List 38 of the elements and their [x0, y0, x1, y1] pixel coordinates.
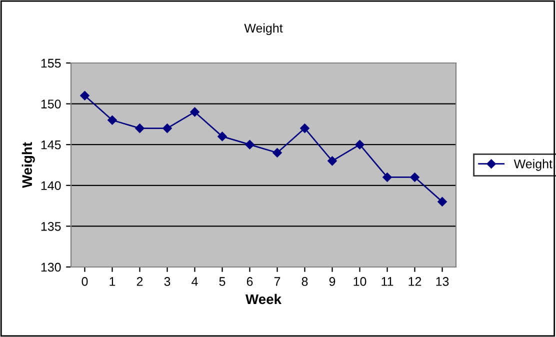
x-tick-label: 13 — [436, 277, 449, 286]
x-tick-label: 4 — [192, 277, 198, 286]
x-tick-label: 1 — [110, 277, 116, 286]
point — [410, 172, 420, 182]
x-tick-label: 12 — [408, 277, 422, 286]
legend-label: Weight — [514, 159, 552, 171]
point — [355, 140, 364, 150]
y-tick-label: 155 — [41, 58, 61, 68]
point — [438, 197, 447, 206]
chart-title: Weight — [244, 23, 283, 36]
point — [162, 124, 172, 133]
y-axis-title: Weight — [22, 142, 35, 188]
point — [108, 115, 117, 125]
y-tick-label: 150 — [41, 100, 61, 108]
x-tick-label: 2 — [136, 277, 143, 286]
x-tick-label: 7 — [274, 277, 280, 286]
x-tick-label: 3 — [164, 277, 170, 286]
x-tick-label: 6 — [246, 277, 253, 286]
y-tick-label: 145 — [41, 140, 61, 150]
point — [328, 156, 337, 166]
x-tick-label: 5 — [219, 277, 226, 286]
x-tick-label: 9 — [329, 277, 336, 286]
point — [382, 172, 392, 182]
point — [300, 124, 310, 133]
x-tick-label: 10 — [354, 277, 366, 286]
x-tick-label: 0 — [82, 277, 88, 286]
y-tick-label: 135 — [41, 222, 61, 231]
x-tick-label: 11 — [382, 277, 394, 286]
y-tick-label: 140 — [41, 181, 61, 190]
point — [218, 132, 227, 142]
point — [190, 107, 200, 117]
x-tick-label: 8 — [302, 277, 308, 286]
point — [272, 148, 282, 158]
point — [80, 91, 90, 100]
point — [135, 124, 144, 133]
point — [245, 140, 254, 150]
x-axis-title: Week — [245, 294, 282, 304]
y-tick-label: 130 — [41, 262, 61, 272]
